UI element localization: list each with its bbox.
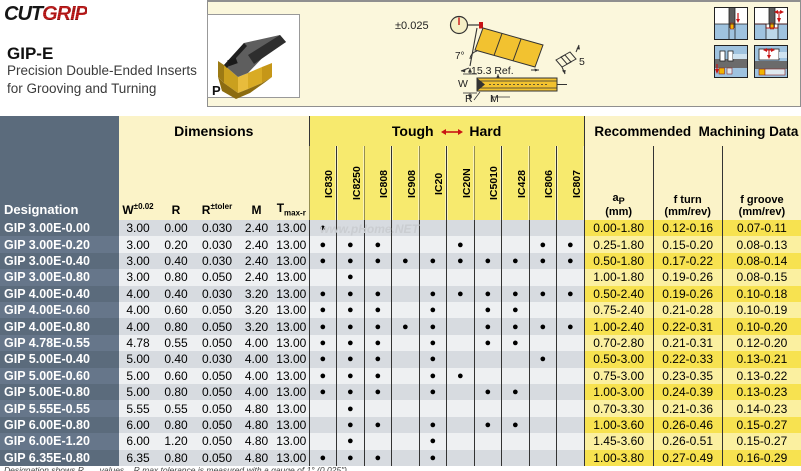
svg-text:R: R	[465, 93, 473, 103]
svg-text:15.3 Ref.: 15.3 Ref.	[471, 65, 514, 77]
svg-text:±0.025: ±0.025	[395, 20, 429, 32]
svg-text:W: W	[458, 78, 468, 90]
svg-text:5: 5	[579, 56, 585, 68]
svg-text:M: M	[490, 93, 499, 103]
svg-text:P: P	[212, 83, 221, 98]
svg-text:7°: 7°	[455, 51, 465, 62]
